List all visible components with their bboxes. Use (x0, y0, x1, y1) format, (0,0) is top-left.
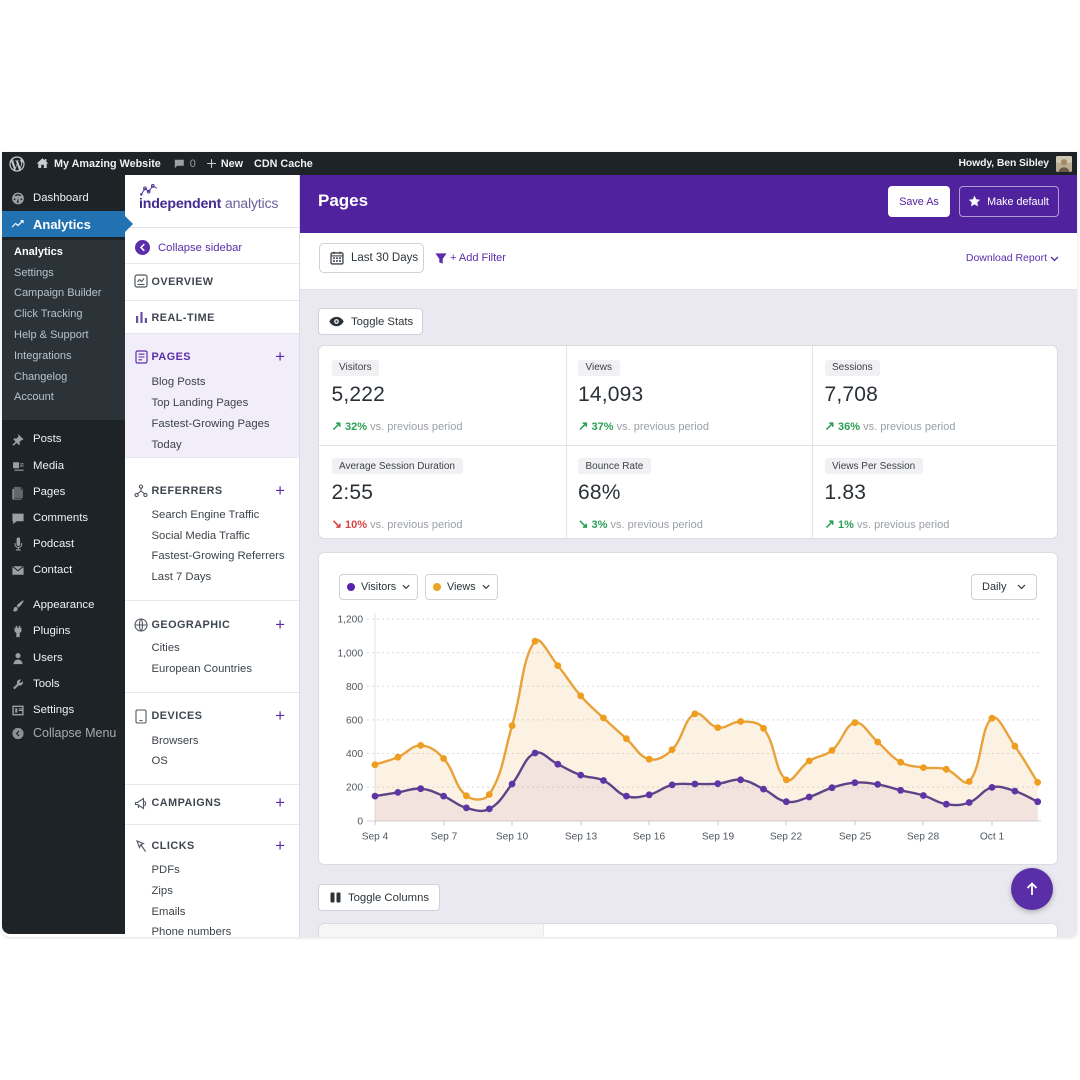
svg-text:1,000: 1,000 (338, 648, 364, 659)
svg-text:Sep 4: Sep 4 (362, 832, 389, 843)
svg-text:200: 200 (346, 783, 363, 794)
svg-text:Sep 10: Sep 10 (496, 832, 529, 843)
svg-text:400: 400 (346, 749, 363, 760)
svg-text:Sep 13: Sep 13 (565, 832, 598, 843)
svg-text:Sep 25: Sep 25 (839, 832, 872, 843)
svg-text:600: 600 (346, 716, 363, 727)
svg-text:0: 0 (357, 816, 363, 827)
svg-text:Oct 1: Oct 1 (980, 832, 1005, 843)
svg-text:Sep 28: Sep 28 (907, 832, 940, 843)
svg-text:Sep 22: Sep 22 (770, 832, 803, 843)
svg-text:Sep 19: Sep 19 (702, 832, 735, 843)
svg-text:800: 800 (346, 682, 363, 693)
svg-text:1,200: 1,200 (338, 615, 364, 626)
svg-text:Sep 7: Sep 7 (431, 832, 458, 843)
svg-text:Sep 16: Sep 16 (633, 832, 666, 843)
